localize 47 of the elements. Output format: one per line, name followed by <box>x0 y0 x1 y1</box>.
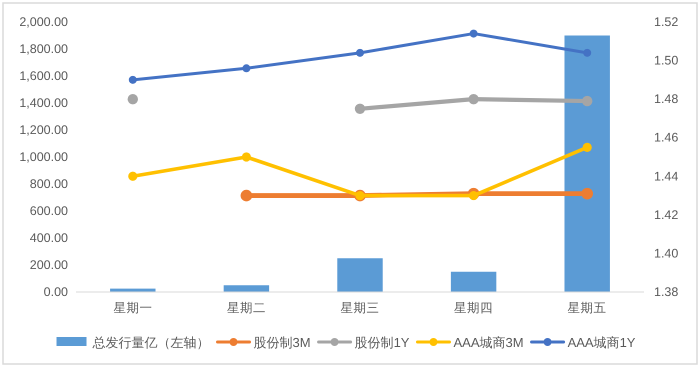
point <box>469 190 478 200</box>
point <box>470 30 478 38</box>
point <box>582 142 592 152</box>
y2-tick-label: 1.46 <box>654 130 678 145</box>
x-tick-label: 星期二 <box>226 301 266 315</box>
y-tick-label: 2,000.00 <box>19 15 68 29</box>
legend-label: AAA城商1Y <box>568 335 636 350</box>
x-tick-label: 星期五 <box>568 301 607 315</box>
point <box>242 152 251 162</box>
bar <box>450 272 496 292</box>
point <box>128 94 138 104</box>
point <box>242 64 250 72</box>
y2-tick-label: 1.44 <box>654 169 678 184</box>
point <box>583 48 592 57</box>
y2-tick-label: 1.38 <box>654 285 678 299</box>
y-tick-label: 0.00 <box>44 285 68 299</box>
bar <box>337 258 383 292</box>
x-tick-label: 星期三 <box>340 301 380 315</box>
legend-label: 总发行量亿（左轴） <box>92 335 210 350</box>
point <box>240 190 252 202</box>
point <box>582 96 592 106</box>
point <box>581 188 593 200</box>
bar <box>564 36 610 292</box>
y2-tick-label: 1.52 <box>654 15 678 29</box>
y-tick-label: 1,600.00 <box>19 69 68 83</box>
y-tick-label: 600.00 <box>30 204 68 218</box>
point <box>356 48 364 57</box>
y-tick-label: 1,000.00 <box>19 150 68 164</box>
y-tick-label: 200.00 <box>30 258 68 272</box>
legend-label: AAA城商3M <box>453 335 524 350</box>
x-tick-label: 星期四 <box>454 301 494 315</box>
y2-tick-label: 1.48 <box>654 92 678 106</box>
y-tick-label: 1,800.00 <box>19 42 68 56</box>
y-tick-label: 1,400.00 <box>19 96 68 110</box>
y2-tick-label: 1.42 <box>654 208 678 222</box>
point <box>128 76 137 84</box>
point <box>468 94 479 104</box>
y2-tick-label: 1.50 <box>654 54 678 68</box>
y2-tick-label: 1.40 <box>654 246 678 260</box>
y-tick-label: 800.00 <box>30 177 68 191</box>
y-tick-label: 1,200.00 <box>19 123 68 137</box>
legend-label: 股份制1Y <box>354 335 410 350</box>
legend-label: 股份制3M <box>254 335 311 350</box>
point <box>128 172 138 181</box>
point <box>354 104 366 114</box>
y-tick-label: 400.00 <box>30 231 68 245</box>
x-tick-label: 星期一 <box>113 301 152 315</box>
